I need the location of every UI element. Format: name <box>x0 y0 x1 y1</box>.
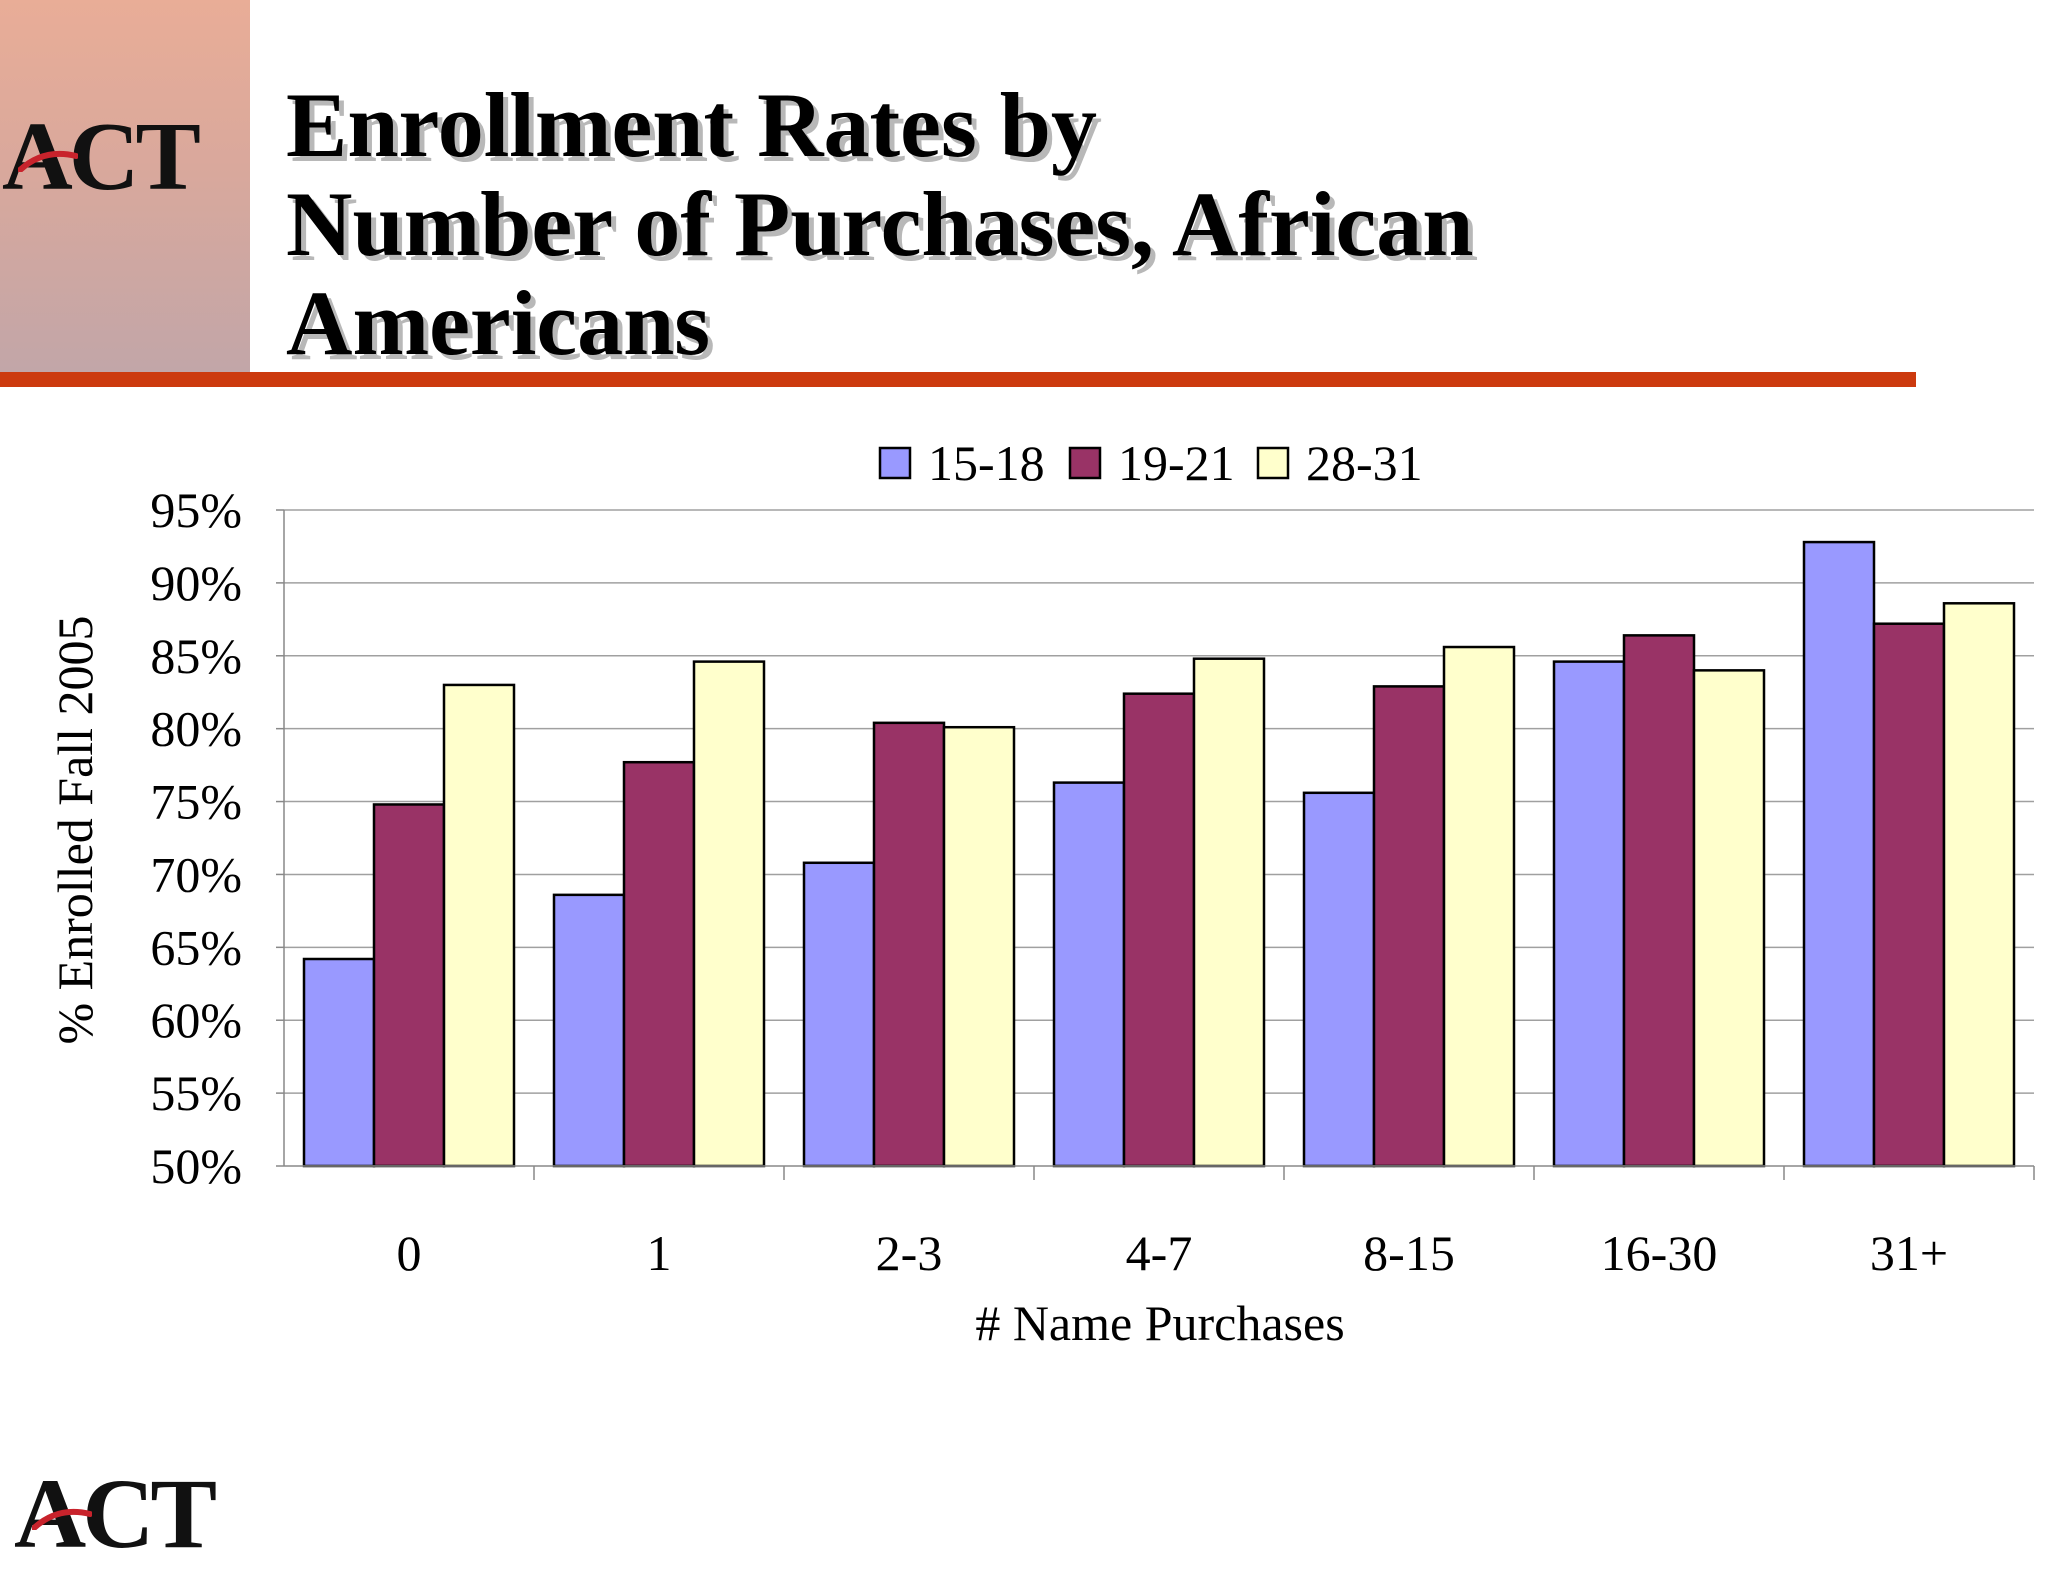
bar-28-31-16-30 <box>1692 669 1766 1168</box>
x-tick-label: 16-30 <box>1601 1225 1718 1281</box>
x-tick-label: 4-7 <box>1126 1225 1193 1281</box>
bar-28-31-31+ <box>1942 602 2016 1168</box>
y-tick-label: 60% <box>150 992 242 1048</box>
legend-label: 28-31 <box>1306 435 1423 491</box>
logo-swoosh-icon <box>18 150 78 172</box>
bar-15-18-2-3 <box>802 861 876 1168</box>
bar-15-18-0 <box>302 957 376 1168</box>
x-axis-title: # Name Purchases <box>975 1295 1344 1351</box>
bar-15-18-4-7 <box>1052 781 1126 1168</box>
legend-swatch <box>1256 446 1290 480</box>
axis-labels: # Name Purchases % Enrolled Fall 2005 50… <box>47 482 1948 1351</box>
x-tick-label: 2-3 <box>876 1225 943 1281</box>
legend-swatch <box>878 446 912 480</box>
bar-19-21-0 <box>372 803 446 1168</box>
y-tick-label: 80% <box>150 701 242 757</box>
bar-19-21-2-3 <box>872 721 946 1168</box>
bar-15-18-1 <box>552 893 626 1168</box>
y-tick-label: 90% <box>150 555 242 611</box>
y-tick-label: 85% <box>150 628 242 684</box>
axes <box>276 509 2035 1180</box>
legend-label: 15-18 <box>928 435 1045 491</box>
bar-19-21-16-30 <box>1622 634 1696 1168</box>
bar-28-31-8-15 <box>1442 645 1516 1168</box>
bar-15-18-8-15 <box>1302 791 1376 1168</box>
y-tick-label: 50% <box>150 1138 242 1194</box>
bar-28-31-1 <box>692 660 766 1168</box>
legend: 15-18 19-21 28-31 <box>878 435 1423 491</box>
y-tick-label: 95% <box>150 482 242 538</box>
y-tick-label: 75% <box>150 774 242 830</box>
y-axis-title: % Enrolled Fall 2005 <box>47 615 103 1044</box>
x-tick-label: 1 <box>647 1225 672 1281</box>
legend-label: 19-21 <box>1118 435 1235 491</box>
x-tick-label: 31+ <box>1870 1225 1948 1281</box>
corner-brand-panel: ACT <box>0 0 250 372</box>
legend-swatch <box>1068 446 1102 480</box>
y-tick-label: 70% <box>150 846 242 902</box>
slide-title-line: Americans <box>286 272 711 374</box>
enrollment-bar-chart: # Name Purchases % Enrolled Fall 2005 50… <box>47 435 2035 1351</box>
y-tick-label: 65% <box>150 919 242 975</box>
bar-28-31-0 <box>442 683 516 1168</box>
bar-19-21-1 <box>622 760 696 1168</box>
bar-19-21-31+ <box>1872 622 1946 1168</box>
slide-title-line: Enrollment Rates by <box>286 74 1097 176</box>
title-divider-rule <box>0 372 1916 387</box>
y-tick-label: 55% <box>150 1065 242 1121</box>
slide-title: Enrollment Rates by Number of Purchases,… <box>286 76 1886 373</box>
bar-28-31-4-7 <box>1192 657 1266 1168</box>
bar-15-18-16-30 <box>1552 660 1626 1168</box>
bar-19-21-8-15 <box>1372 685 1446 1168</box>
bar-19-21-4-7 <box>1122 692 1196 1168</box>
logo-swoosh-icon <box>32 1508 92 1530</box>
bars <box>302 540 2016 1168</box>
slide-title-line: Number of Purchases, African <box>286 173 1474 275</box>
bar-15-18-31+ <box>1802 540 1876 1168</box>
x-tick-label: 8-15 <box>1363 1225 1455 1281</box>
x-tick-label: 0 <box>397 1225 422 1281</box>
bar-28-31-2-3 <box>942 725 1016 1168</box>
